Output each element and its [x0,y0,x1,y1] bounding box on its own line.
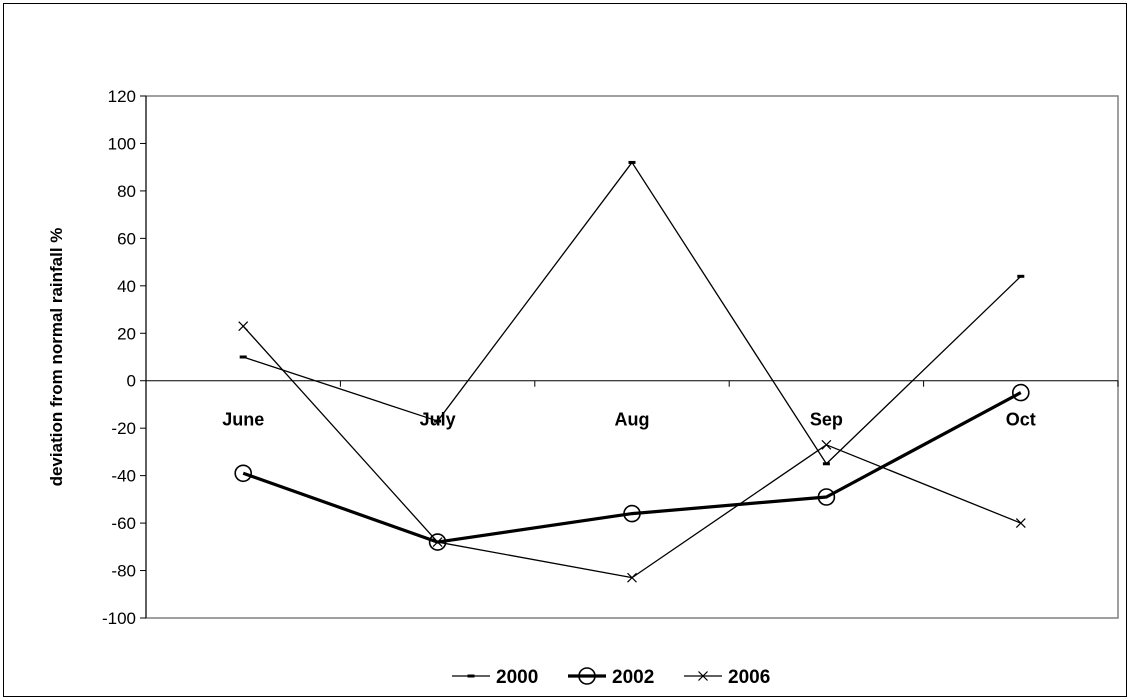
data-point-2000 [628,160,636,164]
legend-marker [698,671,708,681]
series-2006 [238,321,1026,583]
series-line-2002 [242,391,1022,544]
series-layer [234,160,1030,583]
plot-area [145,95,1119,619]
legend-item-2006: 2006 [684,667,770,688]
y-tick-label: -60 [111,514,136,533]
y-tick-label: -20 [111,419,136,438]
series-2002 [234,383,1030,551]
legend-marker [578,667,596,685]
data-point-2006 [821,439,832,450]
x-tick-label: Oct [1006,410,1036,430]
y-tick-label: 100 [108,134,136,153]
y-axis: -100 -80 -60 -40 -20 0 20 40 60 80 100 120 [102,87,147,628]
data-point-2000 [434,419,442,423]
x-tick-label: June [222,410,264,430]
chart-frame [3,3,1127,697]
legend: 2000 2002 2006 [452,667,770,688]
legend-item-2002: 2002 [568,667,654,688]
x-tick-label: Sep [810,410,843,430]
data-point-2000 [239,355,247,359]
data-point-2002 [817,488,836,506]
y-tick-label: 60 [117,229,136,248]
y-tick-label: 80 [117,182,136,201]
data-point-2000 [1017,274,1025,278]
y-tick-label: -40 [111,467,136,486]
series-2000 [239,160,1025,466]
data-point-2006 [238,321,249,332]
legend-label: 2006 [728,667,770,688]
y-tick-label: -100 [102,609,136,628]
data-point-2006 [1015,518,1026,529]
data-point-2002 [1011,383,1030,402]
data-point-2006 [627,572,637,583]
data-point-2002 [234,464,252,483]
y-tick-label: 120 [108,87,136,106]
data-point-2000 [822,462,830,466]
y-tick-label: 40 [117,277,136,296]
legend-marker [467,674,475,678]
legend-item-2000: 2000 [452,667,538,688]
y-tick-label: 20 [117,324,136,343]
data-point-2002 [623,504,641,523]
x-tick-label: Aug [615,410,650,430]
x-axis: JuneJulyAugSepOct [145,380,1119,430]
legend-label: 2000 [496,667,538,688]
data-point-2006 [432,537,443,547]
data-point-2002 [428,533,447,551]
legend-label: 2002 [612,667,654,688]
series-line-2006 [242,325,1022,579]
y-tick-label: -80 [111,562,136,581]
y-tick-label: 0 [127,372,136,391]
y-axis-title: deviation from normal rainfall % [47,228,66,487]
